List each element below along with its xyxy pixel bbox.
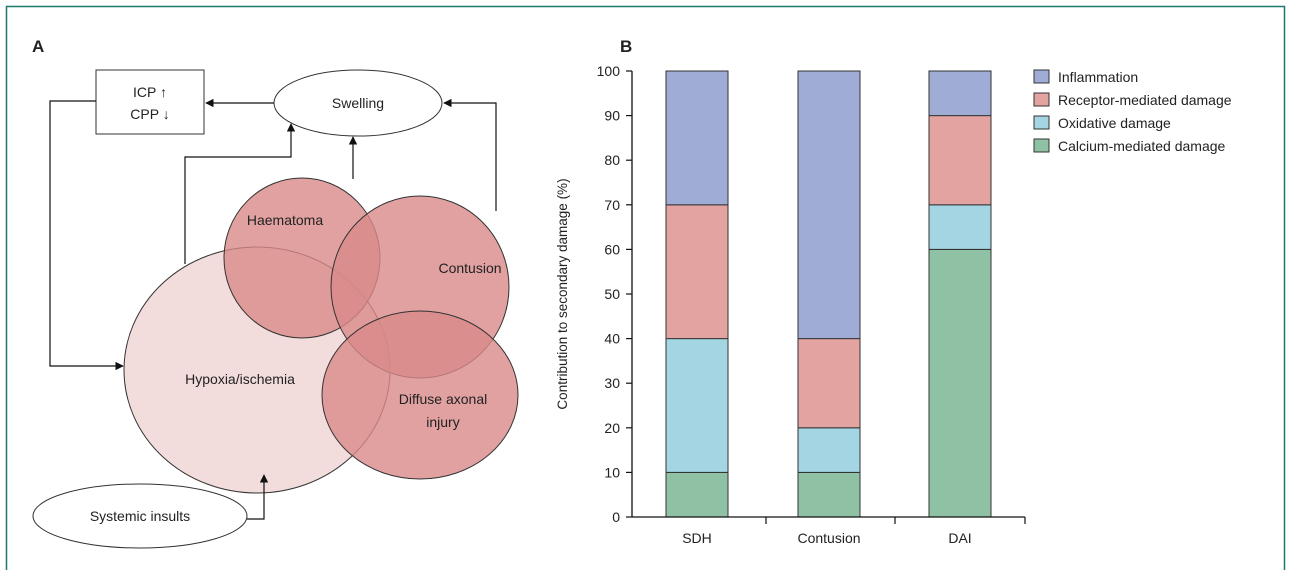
legend-label-inflammation: Inflammation xyxy=(1058,69,1138,85)
bar-contusion-calcium-mediated-damage xyxy=(797,471,861,518)
legend-swatch-calcium-mediated-damage xyxy=(1033,138,1050,153)
legend-swatch-inflammation xyxy=(1033,69,1050,84)
contusion-label: Contusion xyxy=(438,260,501,276)
bar-contusion-oxidative-damage xyxy=(797,427,861,473)
bar-sdh-receptor-mediated-damage xyxy=(665,204,729,340)
systemic-insults-node xyxy=(32,483,248,549)
panel-a-letter: A xyxy=(32,37,44,56)
arrow-systemic-to-hypoxia xyxy=(247,474,269,520)
arrow-contusion-to-swelling xyxy=(443,98,497,211)
bar-dai-receptor-mediated-damage xyxy=(928,115,992,206)
hypoxia-ischemia-label: Hypoxia/ischemia xyxy=(185,371,295,387)
x-tick-label-sdh: SDH xyxy=(682,530,712,546)
legend-label-receptor-mediated-damage: Receptor-mediated damage xyxy=(1058,92,1232,108)
y-axis-label: Contribution to secondary damage (%) xyxy=(555,178,570,409)
y-tick-label-0: 0 xyxy=(612,509,620,525)
panel-a: A ICP ↑ CPP ↓ Swelling Haematoma Contusi… xyxy=(32,37,519,549)
y-tick-label-20: 20 xyxy=(604,420,620,436)
icp-cpp-box xyxy=(95,69,205,135)
dai-label-line1: Diffuse axonal xyxy=(399,391,487,407)
panel-b: B Contribution to secondary damage (%) 0… xyxy=(555,37,1232,546)
y-tick-label-90: 90 xyxy=(604,108,620,124)
stacked-bar-chart: 0 10 20 30 40 50 60 70 80 90 100 SDH Contusion DAI xyxy=(597,63,1026,546)
y-tick-label-30: 30 xyxy=(604,375,620,391)
legend-label-oxidative-damage: Oxidative damage xyxy=(1058,115,1171,131)
flow-arrows xyxy=(49,98,497,520)
y-tick-label-50: 50 xyxy=(604,286,620,302)
icp-label: ICP ↑ xyxy=(133,84,167,100)
bar-dai-inflammation xyxy=(928,70,992,117)
y-tick-label-40: 40 xyxy=(604,331,620,347)
panel-b-letter: B xyxy=(620,37,632,56)
x-tick-label-dai: DAI xyxy=(948,530,971,546)
arrow-icp-to-hypoxia xyxy=(49,100,124,371)
cpp-label: CPP ↓ xyxy=(130,106,169,122)
venn-diagram xyxy=(123,177,519,494)
bar-sdh-inflammation xyxy=(665,70,729,206)
bar-dai-oxidative-damage xyxy=(928,204,992,250)
legend-swatch-receptor-mediated-damage xyxy=(1033,92,1050,107)
y-tick-label-70: 70 xyxy=(604,197,620,213)
bar-dai-calcium-mediated-damage xyxy=(928,248,992,518)
bar-contusion-receptor-mediated-damage xyxy=(797,338,861,429)
x-tick-label-contusion: Contusion xyxy=(797,530,860,546)
diffuse-axonal-injury-node xyxy=(321,310,519,480)
y-tick-label-60: 60 xyxy=(604,241,620,257)
y-tick-label-10: 10 xyxy=(604,464,620,480)
legend-label-calcium-mediated-damage: Calcium-mediated damage xyxy=(1058,138,1226,154)
bar-sdh-oxidative-damage xyxy=(665,338,729,473)
y-tick-label-80: 80 xyxy=(604,152,620,168)
dai-label-line2: injury xyxy=(426,414,459,430)
systemic-insults-label: Systemic insults xyxy=(90,508,190,524)
figure-frame xyxy=(5,5,1286,570)
legend-swatch-oxidative-damage xyxy=(1033,115,1050,130)
swelling-label: Swelling xyxy=(332,95,384,111)
chart-legend: Inflammation Receptor-mediated damage Oxid… xyxy=(1033,69,1232,154)
y-tick-label-100: 100 xyxy=(597,63,621,79)
bar-sdh-calcium-mediated-damage xyxy=(665,471,729,518)
arrow-hypoxia-to-swelling xyxy=(184,123,296,264)
haematoma-label: Haematoma xyxy=(247,212,323,228)
bar-contusion-inflammation xyxy=(797,70,861,340)
